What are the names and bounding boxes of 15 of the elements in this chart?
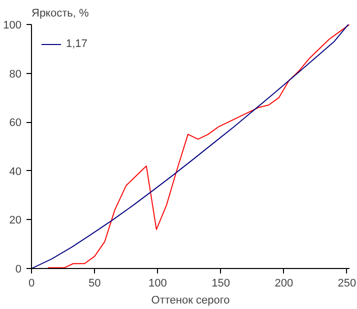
y-tick-label: 20 xyxy=(9,214,22,227)
legend-label: 1,17 xyxy=(66,38,88,50)
x-tick-label: 150 xyxy=(212,278,230,290)
x-tick-label: 50 xyxy=(88,278,101,290)
y-tick-label: 40 xyxy=(9,166,22,178)
x-tick-label: 200 xyxy=(274,278,294,290)
x-tick-label: 0 xyxy=(28,278,35,290)
y-tick-label: 80 xyxy=(9,68,22,80)
y-tick-label: 60 xyxy=(9,117,22,130)
y-tick-label: 0 xyxy=(15,264,22,276)
y-axis-title: Яркость, % xyxy=(32,8,89,20)
x-tick-label: 250 xyxy=(338,278,356,290)
x-tick-label: 100 xyxy=(148,278,167,290)
x-axis-title: Оттенок серого xyxy=(151,294,230,306)
y-tick-label: 100 xyxy=(3,20,22,32)
